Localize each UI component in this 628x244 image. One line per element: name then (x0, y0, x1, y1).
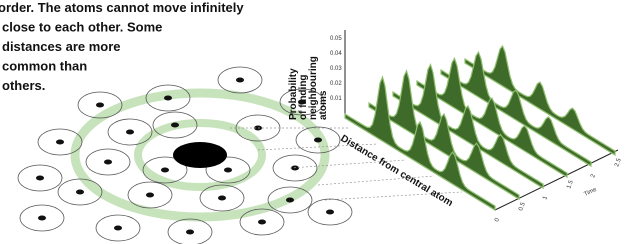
atom (38, 216, 46, 221)
y-tick-label: 0.01 (330, 96, 342, 102)
time-tick-label: 1 (542, 195, 549, 201)
time-tick-label: 1.5 (566, 179, 575, 190)
atom (186, 230, 194, 235)
time-tick-label: 0.5 (518, 201, 527, 212)
atom (171, 123, 179, 128)
time-axis (495, 150, 618, 210)
atom (161, 168, 169, 173)
time-tick-label: 2 (590, 173, 597, 179)
atom (114, 226, 122, 231)
central-atom (173, 142, 227, 168)
atom (104, 160, 112, 165)
atom (76, 190, 84, 195)
caption-line: common than (2, 59, 87, 74)
y-axis-label: atoms (318, 90, 329, 120)
atom (146, 193, 154, 198)
caption-line: close to each other. Some (2, 20, 162, 35)
atom (314, 138, 322, 143)
atom (36, 176, 44, 181)
atom (56, 140, 64, 145)
y-tick-label: 0.02 (330, 81, 342, 87)
caption-line: order. The atoms cannot move infinitely (0, 0, 244, 15)
atom (126, 130, 134, 135)
atom (218, 196, 226, 201)
illustration: order. The atoms cannot move infinitely c… (0, 0, 628, 244)
atom (326, 210, 334, 215)
atom (164, 96, 172, 101)
y-tick-label: 0.04 (330, 51, 342, 57)
time-tick-label: 2.5 (614, 157, 623, 168)
atom (286, 198, 294, 203)
atom (236, 78, 244, 83)
atom (224, 168, 232, 173)
atom (96, 103, 104, 108)
time-tick-label: 0 (494, 217, 501, 223)
caption-line: others. (2, 78, 45, 93)
atom (258, 220, 266, 225)
time-label: Time (583, 187, 598, 198)
drawing: order. The atoms cannot move infinitely c… (0, 0, 628, 244)
y-tick-label: 0.05 (330, 36, 342, 42)
caption-line: distances are more (2, 39, 121, 54)
plot (345, 30, 618, 210)
y-tick-label: 0.03 (330, 66, 342, 72)
